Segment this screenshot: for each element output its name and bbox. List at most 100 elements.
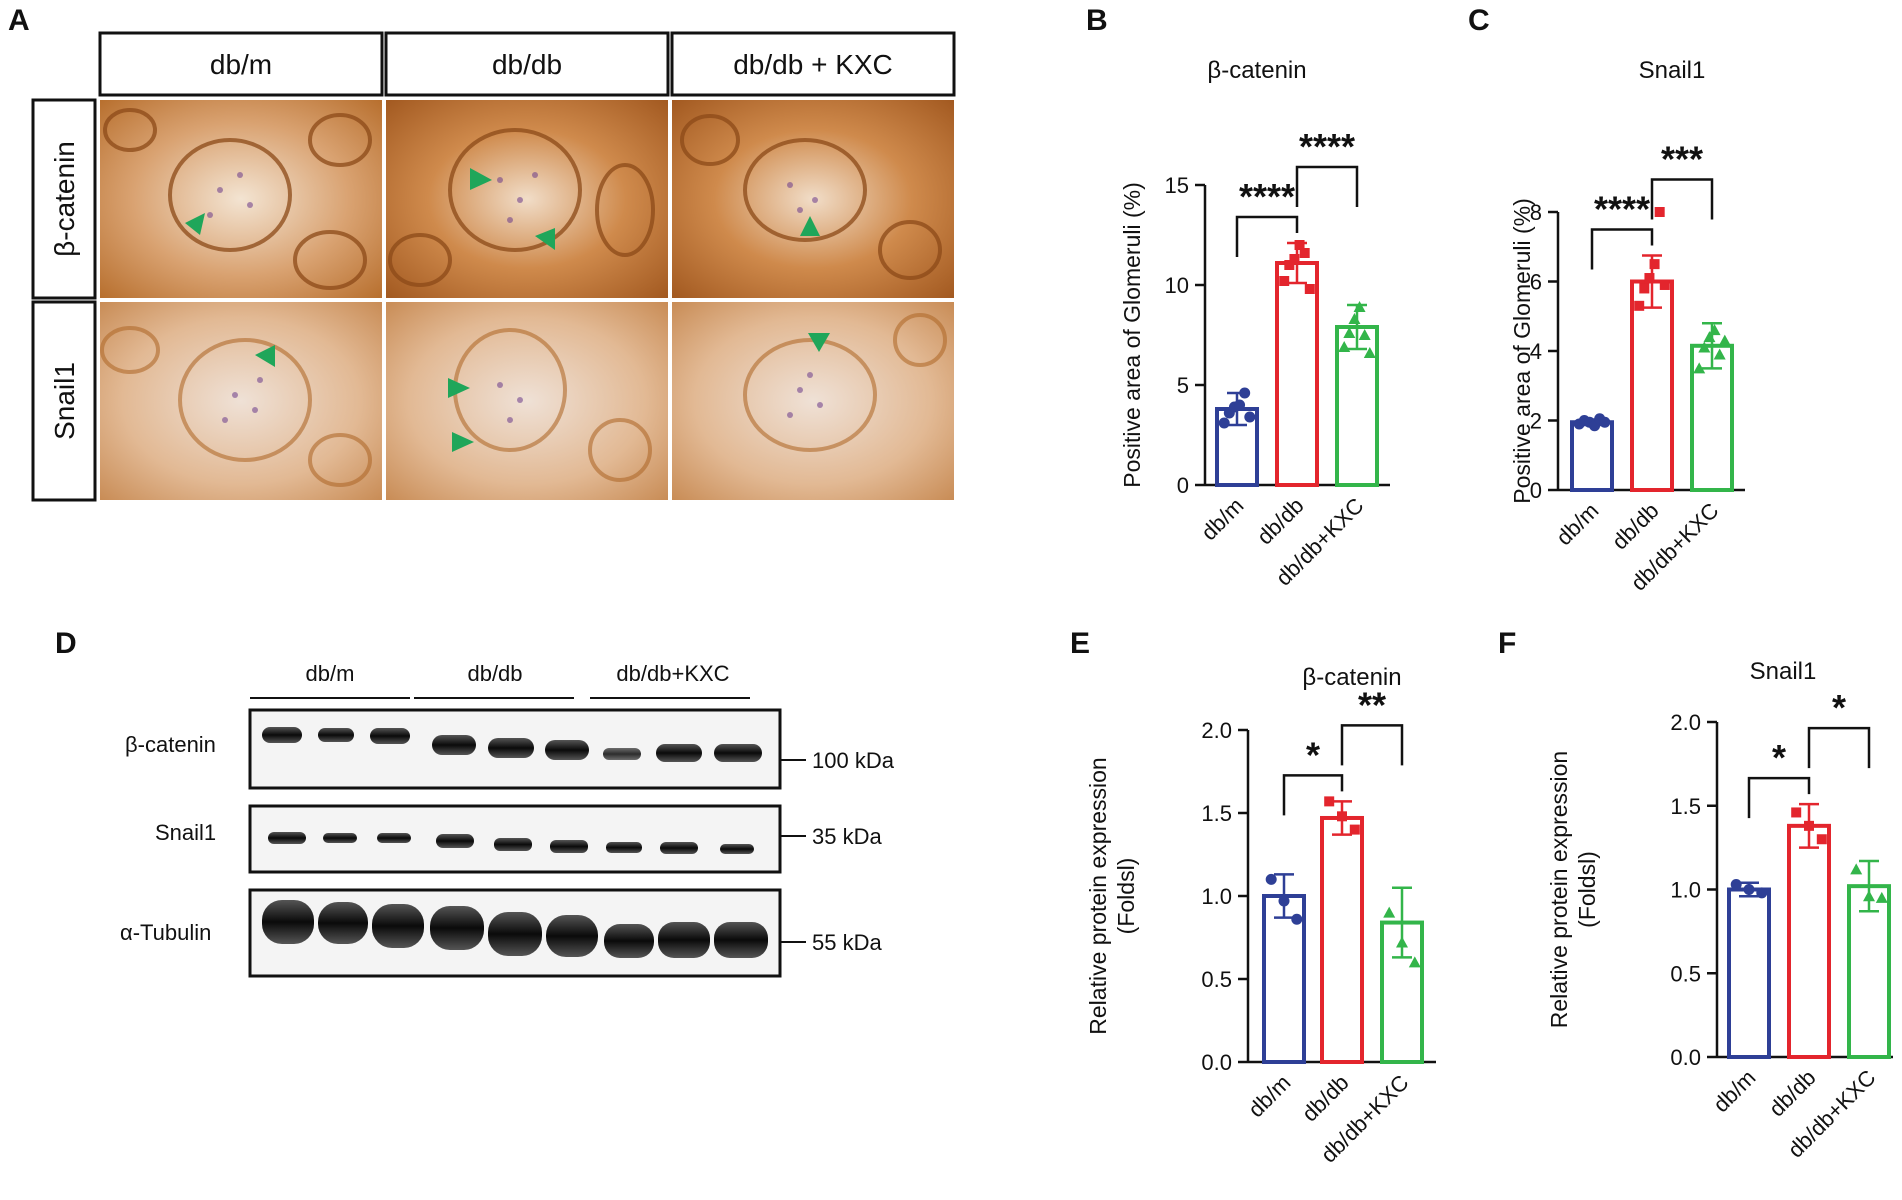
bar-chart-b: β-catenin Positive area of Glomeruli (%) 0…: [1119, 57, 1390, 591]
data-point: [1703, 331, 1716, 343]
row-header-box: [31, 98, 97, 300]
data-point: [1718, 334, 1731, 346]
column-header-box: [98, 31, 384, 97]
micrograph-dbdbkxc-snail1: [672, 302, 954, 500]
wb-bands-beta-catenin: [262, 727, 762, 762]
data-point: [1599, 416, 1611, 428]
y-tick-label: 10: [1165, 273, 1189, 298]
x-category-label: db/m: [1243, 1070, 1295, 1122]
data-point: [1383, 906, 1396, 918]
y-axis-label: Relative protein expression: [1085, 757, 1111, 1034]
y-tick-label: 0: [1177, 473, 1189, 498]
bar: [1275, 261, 1319, 487]
micrograph-dbm-beta-catenin: [100, 100, 382, 298]
y-tick-label: 0: [1530, 478, 1542, 503]
data-point: [1338, 341, 1351, 352]
bar: [1727, 887, 1771, 1059]
y-tick-label: 2: [1530, 409, 1542, 434]
significance-label: ****: [1239, 176, 1295, 217]
significance-bracket: [1590, 228, 1654, 270]
panel-label-a: A: [8, 4, 30, 37]
data-point: [1299, 248, 1310, 258]
significance-bracket: [1747, 776, 1811, 819]
wb-label-alpha-tubulin: α-Tubulin: [120, 920, 211, 945]
western-blot-panel: db/m db/db db/db+KXC β-catenin Snail1 α-…: [120, 661, 895, 978]
data-point: [1791, 807, 1802, 818]
data-point: [1816, 834, 1827, 845]
data-point: [1284, 260, 1295, 270]
data-point: [1337, 811, 1347, 822]
data-point: [1239, 387, 1251, 399]
marker-55-kda: 55 kDa: [812, 930, 882, 955]
data-point: [1265, 873, 1277, 885]
y-tick-label: 2.0: [1670, 710, 1701, 735]
tissue-structures: [103, 108, 942, 290]
arrow-icon: [452, 432, 474, 452]
significance-label: ****: [1299, 126, 1355, 167]
y-axis-label: Positive area of Glomeruli (%): [1509, 198, 1535, 504]
arrow-icon: [470, 168, 492, 190]
data-point: [1863, 890, 1875, 902]
y-tick-label: 4: [1530, 339, 1542, 364]
chart-title: Snail1: [1750, 658, 1817, 685]
arrowhead-markers: [185, 168, 830, 452]
wb-group-db-db: db/db: [467, 661, 522, 686]
data-point: [1698, 341, 1711, 353]
data-point: [1278, 895, 1290, 907]
significance-bracket: [1650, 178, 1714, 220]
panel-label-c: C: [1468, 4, 1490, 37]
micrograph-dbdb-beta-catenin: [386, 100, 668, 298]
data-point: [1743, 884, 1755, 895]
data-point: [1639, 283, 1650, 294]
data-point: [1349, 824, 1360, 835]
arrow-icon: [808, 333, 830, 352]
panel-label-b: B: [1086, 4, 1108, 37]
panel-label-e: E: [1070, 627, 1090, 660]
y-axis-label: (Foldsl): [1574, 851, 1600, 928]
row-header-snail1: Snail1: [49, 362, 80, 440]
arrow-icon: [535, 228, 555, 250]
data-point: [1294, 240, 1305, 250]
data-point: [1353, 301, 1366, 312]
bar: [1320, 815, 1364, 1064]
wb-group-db-db-kxc: db/db+KXC: [616, 661, 729, 686]
y-tick-label: 1.0: [1201, 884, 1232, 909]
chart-title: β-catenin: [1207, 57, 1306, 84]
column-header-db-m: db/m: [210, 49, 272, 80]
data-point: [1244, 411, 1256, 423]
panel-label-d: D: [55, 627, 77, 660]
significance-label: ***: [1661, 138, 1703, 179]
y-tick-label: 5: [1177, 373, 1189, 398]
data-point: [1408, 956, 1421, 968]
data-point: [1343, 327, 1356, 338]
arrow-icon: [255, 345, 275, 367]
y-tick-label: 0.0: [1201, 1050, 1232, 1075]
bar: [1847, 884, 1891, 1060]
x-category-label: db/db: [1252, 493, 1309, 550]
y-axis-label: Relative protein expression: [1546, 751, 1572, 1028]
arrow-icon: [800, 216, 820, 236]
x-category-label: db/db: [1607, 498, 1664, 555]
data-point: [1649, 259, 1660, 270]
histology-panel: db/m db/db db/db + KXC β-catenin Snail1: [31, 31, 956, 502]
y-tick-label: 1.5: [1201, 801, 1232, 826]
significance-label: *: [1832, 687, 1846, 728]
significance-bracket: [1340, 724, 1404, 766]
data-point: [1304, 284, 1315, 294]
significance-label: *: [1306, 734, 1320, 775]
y-tick-label: 15: [1165, 173, 1189, 198]
bar-chart-e: β-catenin Relative protein expression (Fol…: [1085, 664, 1436, 1168]
micrograph-dbdb-snail1: [386, 302, 668, 500]
x-category-label: db/m: [1196, 493, 1248, 545]
row-header-beta-catenin: β-catenin: [49, 141, 80, 257]
wb-label-snail1: Snail1: [155, 820, 216, 845]
data-point: [1875, 891, 1888, 903]
y-tick-label: 1.0: [1670, 878, 1701, 903]
data-point: [1234, 399, 1246, 411]
y-tick-label: 0.0: [1670, 1045, 1701, 1070]
wb-label-beta-catenin: β-catenin: [125, 732, 216, 757]
x-category-label: db/db: [1297, 1070, 1354, 1127]
nuclei-dots: [207, 172, 823, 423]
column-header-db-db-kxc: db/db + KXC: [733, 49, 893, 80]
column-header-box: [670, 31, 956, 97]
